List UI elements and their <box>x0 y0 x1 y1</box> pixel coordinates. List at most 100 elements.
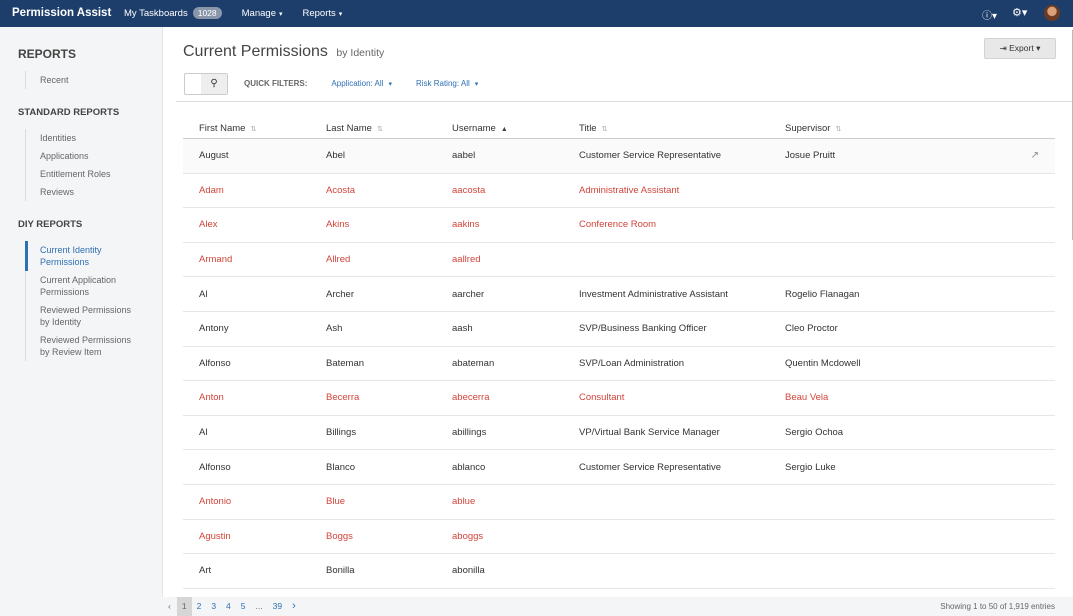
sidebar-link[interactable]: Current Identity Permissions <box>25 241 135 271</box>
table-row[interactable]: Al Archer aarcher Investment Administrative… <box>183 277 1055 312</box>
table-row[interactable]: Anton Becerra abecerra Consultant Beau Vela <box>183 381 1055 416</box>
nav-badge: 1028 <box>192 7 222 19</box>
next-page[interactable]: › <box>292 600 296 612</box>
cell: Consultant <box>579 392 625 404</box>
section-title: REPORTS <box>18 47 77 61</box>
filter-dropdown[interactable]: Application: All ▾ <box>331 79 392 88</box>
cell: abateman <box>452 357 495 369</box>
section-items: Identities Applications Entitlement Roles R… <box>0 129 135 201</box>
brand[interactable]: Permission Assist <box>12 7 112 19</box>
cell: Billings <box>326 427 357 439</box>
sidebar-link[interactable]: Identities <box>25 129 135 147</box>
cell: Agustin <box>199 530 231 542</box>
column-label: Supervisor <box>785 122 831 134</box>
page-link[interactable]: 3 <box>211 601 217 611</box>
cell: Bonilla <box>326 565 355 577</box>
table-row[interactable]: Alex Akins aakins Conference Room <box>183 208 1055 243</box>
table-row[interactable]: Antony Ash aash SVP/Business Banking Office… <box>183 312 1055 347</box>
nav-item[interactable]: My Taskboards 1028 <box>124 7 222 19</box>
section-items: Recent <box>0 71 135 89</box>
cell: Al <box>199 427 208 439</box>
cell: Archer <box>326 288 354 300</box>
table-row[interactable]: Al Billings abillings VP/Virtual Bank Servi… <box>183 416 1055 451</box>
caret: ▾ <box>278 11 283 18</box>
cell: Sergio Luke <box>785 461 836 473</box>
table-row[interactable]: Antonio Blue ablue <box>183 485 1055 520</box>
cell: Antony <box>199 323 229 335</box>
cell: abillings <box>452 427 487 439</box>
search-toggle[interactable]: ⚲ <box>184 73 228 95</box>
cell: aallred <box>452 254 481 266</box>
sidebar-link[interactable]: Reviews <box>25 183 135 201</box>
page-link[interactable]: 4 <box>226 601 231 611</box>
table-row[interactable]: Armand Allred aallred <box>183 243 1055 278</box>
column-header[interactable]: Title ⇅ <box>579 123 607 134</box>
page-link: ... <box>255 601 263 611</box>
nav-item[interactable]: Reports ▾ <box>303 8 343 19</box>
quick-filters: QUICK FILTERS: Application: All ▾ Risk Rat… <box>244 79 478 88</box>
caret: ▾ <box>338 11 343 18</box>
section-title: DIY REPORTS <box>18 219 83 230</box>
table-row[interactable]: August Abel aabel Customer Service Represen… <box>183 139 1055 174</box>
permissions-table: First Name ⇅ Last Name ⇅ Username ▲ Title ⇅ Supe… <box>183 118 1055 597</box>
cell: Akins <box>326 219 350 231</box>
open-link-icon[interactable]: ↗ <box>1030 150 1039 162</box>
column-header[interactable]: Last Name ⇅ <box>326 123 383 134</box>
page-link[interactable]: 2 <box>196 601 202 611</box>
cell: VP/Virtual Bank Service Manager <box>579 427 720 439</box>
export-button[interactable]: ⇥ Export ▾ <box>984 38 1056 59</box>
sort-icon: ⇅ <box>250 125 257 133</box>
nav-label: Reports <box>302 8 336 19</box>
column-header[interactable]: Username ▲ <box>452 123 508 134</box>
table-row[interactable]: Agustin Boggs aboggs <box>183 520 1055 555</box>
column-header[interactable]: First Name ⇅ <box>199 123 256 134</box>
cell: Conference Room <box>579 219 657 231</box>
filter-label: Application: All <box>331 79 384 88</box>
table-row[interactable]: Adam Acosta aacosta Administrative Assistan… <box>183 174 1055 209</box>
cell: Anton <box>199 392 224 404</box>
divider <box>176 101 1073 102</box>
column-label: Last Name <box>326 122 372 134</box>
cell: Alfonso <box>199 461 231 473</box>
cell: Becerra <box>326 392 360 404</box>
page-link[interactable]: 39 <box>272 601 283 611</box>
page-title: Current Permissions by Identity <box>183 43 384 61</box>
settings-icon[interactable]: ⚙▾ <box>1012 7 1028 19</box>
prev-page[interactable]: ‹ <box>168 601 171 611</box>
cell: Alfonso <box>199 357 231 369</box>
table-row[interactable]: Art Bonilla abonilla <box>183 554 1055 589</box>
sidebar-link[interactable]: Recent <box>25 71 135 89</box>
cell: aash <box>452 323 473 335</box>
cell: Boggs <box>326 530 353 542</box>
avatar[interactable] <box>1044 5 1060 21</box>
page-link[interactable]: 1 <box>176 597 192 616</box>
table-row[interactable]: AlfredBrayabray <box>183 589 1055 597</box>
cell: Blanco <box>326 461 356 473</box>
pagination: ‹ 1 2 3 4 5... 39 › Showing 1 to 50 of 1,919 en… <box>162 597 1073 616</box>
nav-item[interactable]: Manage ▾ <box>242 8 283 19</box>
sidebar-link[interactable]: Reviewed Permissions by Identity <box>25 301 135 331</box>
help-icon[interactable]: ⓘ▾ <box>982 11 998 22</box>
sidebar-link[interactable]: Current Application Permissions <box>25 271 135 301</box>
sidebar-link[interactable]: Entitlement Roles <box>25 165 135 183</box>
cell: Art <box>199 565 212 577</box>
sidebar-link[interactable]: Applications <box>25 147 135 165</box>
filter-dropdown[interactable]: Risk Rating: All ▾ <box>416 79 478 88</box>
caret: ▾ <box>388 81 392 88</box>
table-row[interactable]: Alfonso Bateman abateman SVP/Loan Administr… <box>183 347 1055 382</box>
table-row[interactable]: Alfonso Blanco ablanco Customer Service Rep… <box>183 450 1055 485</box>
cell: Acosta <box>326 184 356 196</box>
cell: SVP/Business Banking Officer <box>579 323 707 335</box>
nav-label: Manage <box>241 8 276 19</box>
sort-icon: ⇅ <box>601 125 608 133</box>
page-link[interactable]: 5 <box>240 601 246 611</box>
page-summary: Showing 1 to 50 of 1,919 entries <box>940 602 1055 611</box>
cell: abonilla <box>452 565 485 577</box>
cell: Alex <box>199 219 218 231</box>
caret: ▾ <box>474 81 479 88</box>
export-label: Export <box>1009 43 1034 53</box>
sidebar-link[interactable]: Reviewed Permissions by Review Item <box>25 331 135 361</box>
cell: Bateman <box>326 357 365 369</box>
column-header[interactable]: Supervisor ⇅ <box>785 123 841 134</box>
